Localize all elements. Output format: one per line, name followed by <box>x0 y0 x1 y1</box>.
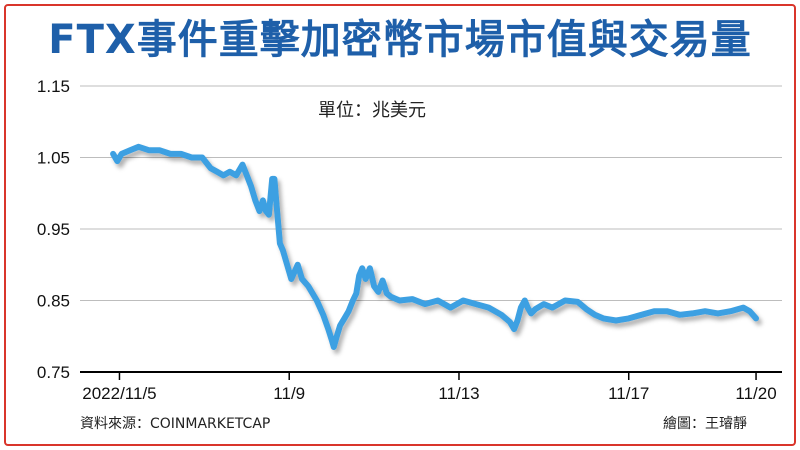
series-line-0 <box>110 143 759 350</box>
y-tick-label: 0.75 <box>37 363 70 382</box>
y-tick-label: 1.05 <box>37 149 70 168</box>
source-note: 資料來源：COINMARKETCAP <box>80 416 271 432</box>
chart-title: FTX事件重擊加密幣市場市值與交易量 <box>48 17 752 63</box>
x-axis: 2022/11/5 11/9 11/13 11/17 11/20 <box>80 371 782 403</box>
x-tick-label: 11/20 <box>735 384 776 403</box>
gridlines <box>80 85 782 301</box>
y-tick-label: 0.95 <box>37 220 70 239</box>
credit-note: 繪圖：王璿靜 <box>663 416 747 432</box>
x-tick-label: 11/13 <box>438 384 479 403</box>
unit-label: 單位：兆美元 <box>318 100 426 121</box>
y-tick-label: 1.15 <box>37 77 70 96</box>
series-layer <box>110 143 759 350</box>
x-tick-label: 11/17 <box>608 384 649 403</box>
x-tick-label: 2022/11/5 <box>82 384 156 403</box>
y-tick-label: 0.85 <box>37 292 70 311</box>
y-axis-ticks: 1.15 1.05 0.95 0.85 0.75 <box>37 77 70 382</box>
x-tick-label: 11/9 <box>273 384 305 403</box>
